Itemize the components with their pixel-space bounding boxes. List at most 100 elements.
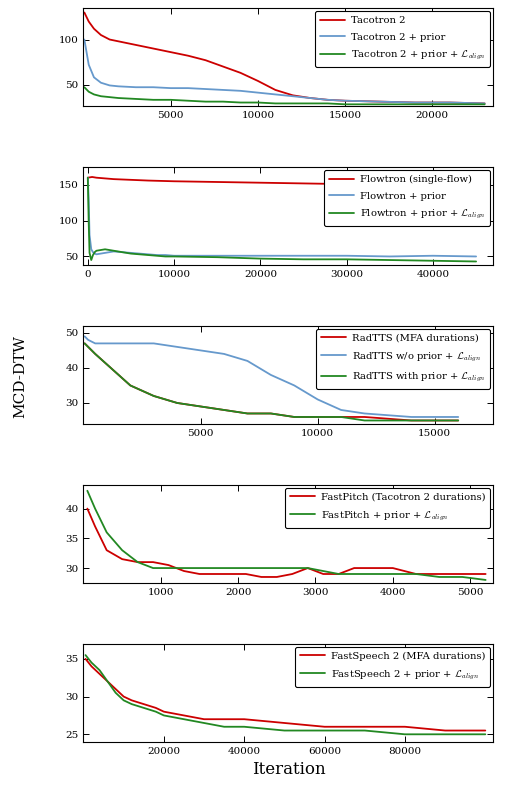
FastSpeech 2 (MFA durations) [281, 718, 287, 727]
Flowtron (single-flow) [472, 180, 478, 189]
Flowtron + prior + $\mathcal{L}_{align}$ [102, 245, 108, 254]
Text: MCD-DTW: MCD-DTW [13, 335, 27, 419]
FastSpeech 2 + prior + $\mathcal{L}_{align}$ [120, 695, 126, 705]
RadTTS with prior + $\mathcal{L}_{align}$ [314, 412, 320, 422]
FastPitch + prior + $\mathcal{L}_{align}$ [104, 528, 110, 537]
Tacotron 2 + prior [150, 83, 156, 92]
Legend: FastSpeech 2 (MFA durations), FastSpeech 2 + prior + $\mathcal{L}_{align}$: FastSpeech 2 (MFA durations), FastSpeech… [294, 646, 489, 687]
FastSpeech 2 + prior + $\mathcal{L}_{align}$ [361, 726, 367, 735]
RadTTS w/o prior + $\mathcal{L}_{align}$ [291, 381, 297, 391]
RadTTS (MFA durations) [244, 409, 250, 419]
RadTTS (MFA durations) [92, 349, 98, 358]
RadTTS w/o prior + $\mathcal{L}_{align}$ [197, 346, 203, 355]
RadTTS with prior + $\mathcal{L}_{align}$ [85, 342, 91, 352]
Line: FastSpeech 2 (MFA durations): FastSpeech 2 (MFA durations) [85, 658, 484, 731]
Tacotron 2 + prior [446, 98, 452, 107]
Flowtron + prior [85, 173, 91, 183]
Tacotron 2 [237, 68, 243, 78]
Flowtron + prior + $\mathcal{L}_{align}$ [257, 253, 263, 263]
Tacotron 2 + prior [202, 84, 208, 94]
Flowtron + prior + $\mathcal{L}_{align}$ [154, 251, 160, 261]
FastPitch (Tacotron 2 durations) [134, 557, 140, 567]
Flowtron + prior [145, 249, 151, 259]
FastSpeech 2 (MFA durations) [161, 707, 167, 716]
FastSpeech 2 (MFA durations) [113, 684, 119, 694]
Flowtron (single-flow) [102, 173, 108, 183]
FastPitch (Tacotron 2 durations) [366, 563, 372, 573]
RadTTS (MFA durations) [104, 359, 110, 369]
Tacotron 2 [91, 24, 97, 34]
Flowtron + prior [300, 251, 306, 261]
RadTTS w/o prior + $\mathcal{L}_{align}$ [314, 395, 320, 404]
Tacotron 2 + prior [411, 98, 417, 107]
Flowtron + prior [472, 252, 478, 261]
FastPitch + prior + $\mathcal{L}_{align}$ [482, 575, 488, 585]
RadTTS with prior + $\mathcal{L}_{align}$ [291, 412, 297, 422]
FastPitch (Tacotron 2 durations) [84, 504, 90, 513]
Tacotron 2 + prior [185, 83, 191, 93]
FastSpeech 2 + prior + $\mathcal{L}_{align}$ [441, 730, 447, 739]
Legend: Flowtron (single-flow), Flowtron + prior, Flowtron + prior + $\mathcal{L}_{align: Flowtron (single-flow), Flowtron + prior… [323, 170, 489, 226]
FastPitch + prior + $\mathcal{L}_{align}$ [150, 563, 156, 573]
RadTTS with prior + $\mathcal{L}_{align}$ [361, 415, 367, 425]
Flowtron (single-flow) [257, 178, 263, 188]
Legend: Tacotron 2, Tacotron 2 + prior, Tacotron 2 + prior + $\mathcal{L}_{align}$: Tacotron 2, Tacotron 2 + prior, Tacotron… [314, 11, 489, 67]
FastPitch + prior + $\mathcal{L}_{align}$ [227, 563, 233, 573]
Flowtron + prior [88, 245, 94, 254]
FastSpeech 2 (MFA durations) [82, 654, 88, 663]
FastSpeech 2 (MFA durations) [321, 722, 327, 731]
Flowtron + prior + $\mathcal{L}_{align}$ [86, 248, 92, 257]
RadTTS w/o prior + $\mathcal{L}_{align}$ [92, 338, 98, 348]
FastPitch (Tacotron 2 durations) [482, 569, 488, 579]
Flowtron + prior + $\mathcal{L}_{align}$ [145, 250, 151, 260]
RadTTS (MFA durations) [150, 391, 157, 401]
Flowtron + prior + $\mathcal{L}_{align}$ [91, 247, 97, 257]
Tacotron 2 + prior + $\mathcal{L}_{align}$ [446, 99, 452, 109]
FastPitch + prior + $\mathcal{L}_{align}$ [289, 563, 295, 573]
FastPitch + prior + $\mathcal{L}_{align}$ [258, 563, 264, 573]
FastPitch + prior + $\mathcal{L}_{align}$ [320, 566, 326, 576]
FastSpeech 2 (MFA durations) [481, 726, 487, 735]
Flowtron + prior + $\mathcal{L}_{align}$ [472, 257, 478, 266]
FastSpeech 2 + prior + $\mathcal{L}_{align}$ [321, 726, 327, 735]
FastPitch (Tacotron 2 durations) [165, 561, 171, 570]
Tacotron 2 + prior [107, 81, 113, 91]
Tacotron 2 + prior + $\mathcal{L}_{align}$ [481, 99, 487, 109]
Tacotron 2 + prior [376, 97, 382, 107]
FastPitch (Tacotron 2 durations) [289, 569, 295, 579]
X-axis label: Iteration: Iteration [251, 761, 325, 778]
Line: FastPitch + prior + $\mathcal{L}_{align}$: FastPitch + prior + $\mathcal{L}_{align}… [87, 491, 485, 580]
Flowtron (single-flow) [93, 173, 99, 183]
RadTTS (MFA durations) [197, 402, 203, 411]
RadTTS with prior + $\mathcal{L}_{align}$ [337, 412, 343, 422]
Line: Tacotron 2 + prior + $\mathcal{L}_{align}$: Tacotron 2 + prior + $\mathcal{L}_{align… [84, 87, 484, 104]
Tacotron 2 [185, 51, 191, 60]
FastPitch (Tacotron 2 durations) [389, 563, 395, 573]
Tacotron 2 [81, 8, 87, 18]
Flowtron + prior + $\mathcal{L}_{align}$ [214, 253, 220, 262]
FastSpeech 2 (MFA durations) [105, 677, 111, 687]
FastPitch (Tacotron 2 durations) [320, 569, 326, 579]
FastPitch (Tacotron 2 durations) [196, 569, 202, 579]
FastSpeech 2 (MFA durations) [120, 692, 126, 702]
FastPitch (Tacotron 2 durations) [258, 572, 264, 581]
FastPitch (Tacotron 2 durations) [304, 563, 310, 573]
Tacotron 2 + prior + $\mathcal{L}_{align}$ [91, 90, 97, 99]
Line: RadTTS w/o prior + $\mathcal{L}_{align}$: RadTTS w/o prior + $\mathcal{L}_{align}$ [84, 336, 458, 417]
RadTTS (MFA durations) [337, 412, 343, 422]
Flowtron + prior + $\mathcal{L}_{align}$ [88, 255, 94, 265]
Flowtron + prior [136, 249, 142, 258]
RadTTS w/o prior + $\mathcal{L}_{align}$ [361, 409, 367, 419]
RadTTS with prior + $\mathcal{L}_{align}$ [115, 371, 121, 380]
RadTTS w/o prior + $\mathcal{L}_{align}$ [104, 338, 110, 348]
FastSpeech 2 + prior + $\mathcal{L}_{align}$ [88, 658, 94, 667]
Tacotron 2 [289, 91, 295, 100]
FastSpeech 2 + prior + $\mathcal{L}_{align}$ [401, 730, 407, 739]
FastPitch (Tacotron 2 durations) [335, 569, 341, 579]
Flowtron (single-flow) [343, 180, 349, 189]
Flowtron + prior [93, 249, 99, 259]
Tacotron 2 + prior + $\mathcal{L}_{align}$ [272, 99, 278, 108]
Tacotron 2 + prior + $\mathcal{L}_{align}$ [167, 95, 173, 104]
FastSpeech 2 + prior + $\mathcal{L}_{align}$ [161, 711, 167, 720]
Flowtron + prior + $\mathcal{L}_{align}$ [171, 252, 177, 261]
